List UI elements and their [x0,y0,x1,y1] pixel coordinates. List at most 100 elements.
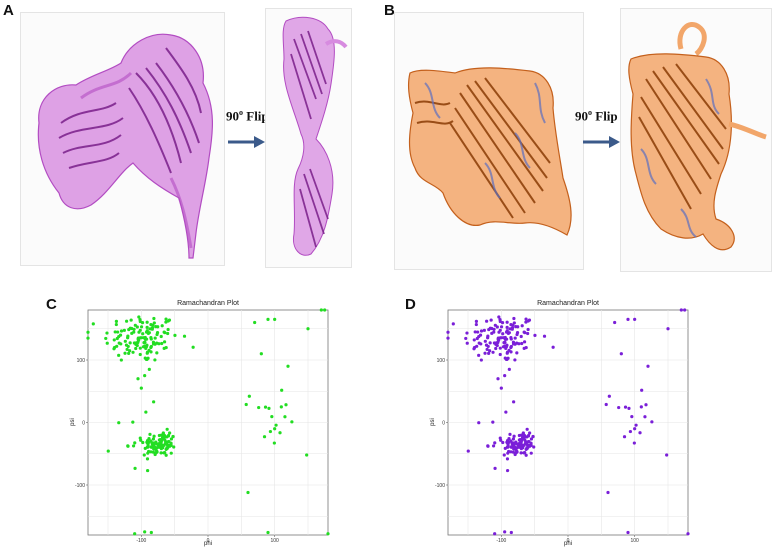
data-point [511,450,515,454]
data-point [477,421,481,425]
data-point [495,343,499,348]
flip-label-b: 90o Flip [575,108,618,124]
data-point [509,323,513,327]
data-point [519,334,523,339]
y-tick-label: -100 [75,483,85,489]
data-point [155,331,160,335]
data-point [505,320,509,324]
data-point [133,466,137,471]
flip-word-a: Flip [246,108,269,124]
data-point [155,351,159,355]
data-point [319,308,323,312]
data-point [163,331,167,335]
data-point [129,318,133,322]
data-point [145,325,149,329]
data-point [286,364,290,368]
data-point [532,445,536,449]
data-point [499,325,504,329]
data-point [512,321,516,325]
data-point [490,326,494,331]
data-point [524,453,528,457]
data-point [518,441,522,445]
chart-title-c: Ramachandran Plot [177,300,239,307]
data-point [501,336,505,340]
data-point [476,330,480,334]
data-point [464,336,468,341]
ribbon-strands [290,30,329,248]
flip-degree-b: o [588,108,592,117]
data-point [482,328,486,332]
data-point [145,320,149,324]
flip-label-a: 90o Flip [226,108,269,124]
data-point [518,444,522,448]
flip-angle-b: 90 [575,108,588,124]
data-point [86,336,90,340]
data-point [151,450,155,454]
data-point [633,317,637,321]
data-point [160,324,164,328]
data-point [475,344,479,348]
data-point [509,337,513,341]
data-point [145,351,149,355]
data-point [643,415,647,419]
data-point [244,402,248,407]
ribbon-strands [414,77,551,219]
data-point [686,532,690,536]
data-point [133,532,137,536]
data-point [498,352,502,357]
data-point [172,445,176,449]
data-point [145,457,150,461]
data-point [152,444,156,448]
data-point [131,420,135,424]
data-point [141,440,145,445]
data-point [134,341,138,345]
data-point [259,352,263,356]
data-point [505,329,509,333]
x-tick-label: 100 [630,538,639,544]
data-point [505,351,509,355]
data-point [472,338,476,342]
data-point [284,403,288,407]
data-point [477,341,481,345]
data-point [505,457,510,461]
data-point [486,444,490,448]
ramachandran-plot-c: Ramachandran Plot -100 0 100 100 0 -100 phi p… [56,296,334,547]
data-point [506,445,510,449]
data-point [520,324,524,328]
data-point [164,317,168,321]
data-point [515,331,520,335]
data-point [627,406,631,410]
data-point [160,341,164,346]
data-point [551,345,555,349]
data-point [166,327,170,332]
data-point [623,405,628,409]
data-point [155,446,159,450]
data-point [149,445,153,449]
data-point [516,325,520,329]
data-point [149,450,153,454]
data-point [246,490,250,495]
data-point [474,322,478,327]
data-point [515,446,519,450]
data-point [524,447,528,452]
data-point [509,450,513,454]
data-point [506,468,510,473]
data-point [505,325,509,329]
data-point [492,330,496,334]
data-point [504,410,508,414]
data-point [280,388,284,392]
data-point [166,434,170,438]
data-point [166,319,170,323]
ribbon-strands [58,47,202,174]
data-point [152,400,156,404]
data-point [105,331,109,335]
data-point [622,435,627,439]
data-point [499,438,503,442]
data-point [326,532,330,536]
data-point [451,322,455,326]
data-point [126,444,130,448]
data-point [503,340,507,345]
data-point [135,325,139,329]
data-point [495,325,499,329]
data-point [479,329,484,333]
